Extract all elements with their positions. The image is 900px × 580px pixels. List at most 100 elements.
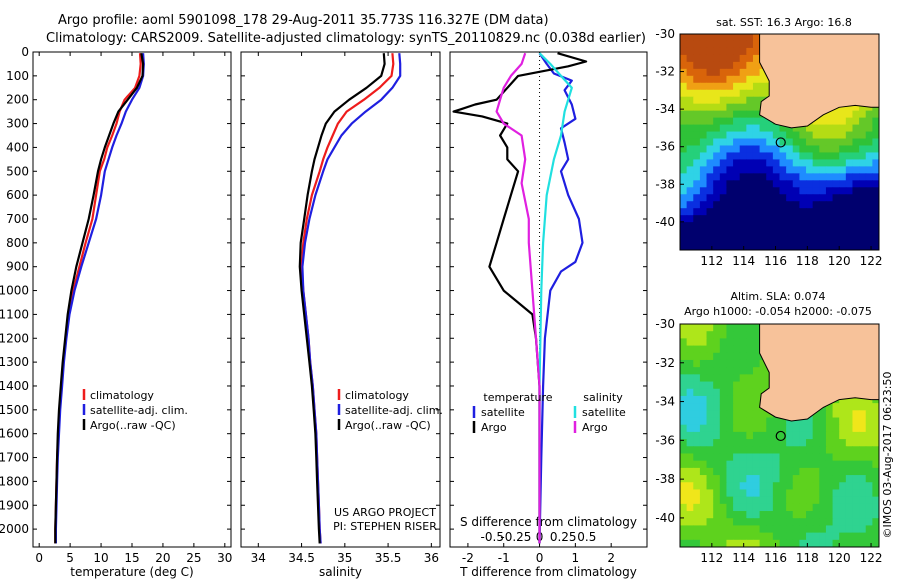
map-cell (739, 467, 747, 476)
map-cell (799, 511, 807, 519)
map-cell (845, 110, 854, 119)
map-cell (733, 338, 741, 347)
map-cell (819, 467, 827, 476)
map-cell (786, 460, 794, 469)
map-cell (772, 180, 781, 188)
map-cell (786, 489, 794, 498)
map-cell (726, 460, 734, 469)
map-cell (872, 439, 879, 447)
map-cell (806, 518, 814, 527)
map-cell (752, 124, 761, 133)
map-cell (699, 173, 708, 181)
map-cell (779, 424, 787, 433)
map-cell (699, 410, 708, 419)
map-cell (699, 152, 708, 161)
map-cell (786, 417, 794, 426)
map-cell (832, 410, 840, 419)
map-cell (832, 518, 840, 527)
map-cell (792, 525, 800, 534)
map-cell (812, 187, 820, 195)
map-cell (759, 489, 767, 498)
map-cell (746, 395, 754, 404)
map-cell (733, 131, 741, 140)
map-cell (812, 229, 820, 237)
map-cell (759, 417, 767, 426)
map-cell (852, 410, 860, 419)
map-cell (699, 222, 708, 230)
map-cell (752, 243, 761, 250)
map-cell (713, 453, 721, 462)
map-cell (872, 201, 879, 209)
map-cell (726, 475, 734, 483)
map-cell (746, 518, 754, 527)
map-cell (819, 194, 827, 202)
map-cell (872, 222, 879, 230)
map-cell (719, 417, 728, 426)
title-line-1: Argo profile: aoml 5901098_178 29-Aug-20… (58, 13, 549, 28)
map-cell (772, 453, 781, 462)
map-cell (752, 374, 761, 383)
legend-heading-salinity: salinity (583, 391, 623, 404)
map-y-tick-label: -36 (655, 433, 675, 447)
map-cell (752, 525, 761, 534)
map-cell (686, 173, 694, 181)
map-cell (865, 503, 873, 512)
map-cell (733, 381, 741, 390)
map-cell (845, 187, 854, 195)
map-cell (832, 138, 840, 147)
map-cell (792, 482, 800, 491)
map-cell (726, 166, 734, 174)
map-cell (825, 131, 834, 140)
map-cell (825, 187, 834, 195)
map-cell (872, 475, 879, 483)
map-cell (706, 110, 714, 119)
map-cell (792, 124, 800, 133)
map-cell (686, 381, 694, 390)
map-cell (792, 539, 800, 547)
map-cell (752, 208, 761, 216)
map-cell (746, 489, 754, 498)
map-cell (733, 359, 741, 368)
map-cell (693, 374, 701, 383)
map-cell (706, 166, 714, 174)
map-cell (859, 152, 867, 161)
map-cell (719, 511, 728, 519)
map-cell (746, 180, 754, 188)
map-cell (713, 403, 721, 411)
map-cell (706, 131, 714, 140)
map-cell (852, 511, 860, 519)
y-tick-label: 900 (6, 260, 29, 274)
map-cell (752, 159, 761, 167)
map-cell (819, 489, 827, 498)
map-cell (819, 124, 827, 133)
map-cell (799, 489, 807, 498)
map-cell (812, 467, 820, 476)
map-cell (733, 103, 741, 112)
map-cell (733, 152, 741, 161)
map-cell (706, 222, 714, 230)
map-cell (786, 439, 794, 447)
map-cell (680, 215, 688, 223)
map-cell (759, 229, 767, 237)
map-cell (865, 152, 873, 161)
map-cell (825, 124, 834, 133)
map-cell (812, 131, 820, 140)
map-cell (792, 215, 800, 223)
map-cell (719, 475, 728, 483)
map-cell (779, 460, 787, 469)
map-cell (839, 194, 847, 202)
map-cell (812, 222, 820, 230)
map-cell (733, 525, 741, 534)
map-cell (839, 131, 847, 140)
y-tick-label: 800 (6, 236, 29, 250)
map-cell (726, 75, 734, 84)
map-cell (825, 460, 834, 469)
map-cell (693, 482, 701, 491)
map-cell (680, 525, 688, 534)
map-cell (693, 496, 701, 505)
map-cell (713, 345, 721, 354)
map-cell (686, 124, 694, 133)
map-cell (699, 89, 708, 98)
map-cell (852, 229, 860, 237)
map-cell (799, 208, 807, 216)
